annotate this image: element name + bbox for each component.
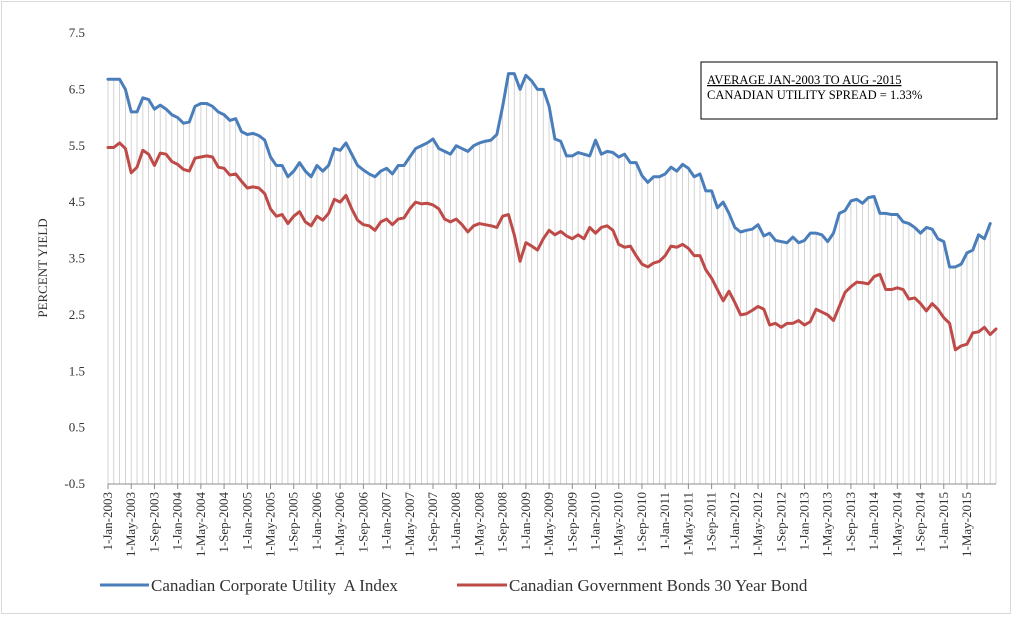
x-tick-label: 1-Jan-2015	[936, 492, 951, 551]
x-tick-label: 1-Jan-2008	[448, 492, 463, 551]
y-tick-label: 4.5	[69, 194, 85, 209]
y-axis-label: PERCENT YIELD	[35, 218, 50, 317]
x-tick-label: 1-Sep-2005	[286, 492, 301, 553]
x-tick-label: 1-May-2010	[611, 492, 626, 557]
x-tick-label: 1-Sep-2008	[495, 492, 510, 553]
series-line-2	[106, 141, 998, 352]
legend-label-series-1: Canadian Corporate Utility A Index	[151, 576, 398, 595]
x-tick-label: 1-May-2012	[750, 492, 765, 557]
x-tick-label: 1-Jan-2011	[657, 492, 672, 550]
x-tick-label: 1-Sep-2003	[146, 492, 161, 553]
x-tick-label: 1-Sep-2009	[564, 492, 579, 553]
x-tick-label: 1-May-2013	[820, 492, 835, 557]
x-axis-ticks: 1-Jan-2003 1-May-2003 1-Sep-2003 1-Jan-2004…	[100, 484, 974, 557]
legend: Canadian Corporate Utility A Index Canad…	[100, 576, 808, 595]
x-tick-label: 1-May-2011	[680, 492, 695, 557]
x-tick-label: 1-Sep-2012	[773, 492, 788, 553]
x-tick-label: 1-May-2008	[471, 492, 486, 557]
legend-label-series-2: Canadian Government Bonds 30 Year Bond	[509, 576, 808, 595]
x-tick-label: 1-May-2006	[332, 492, 347, 557]
annotation-line-1: AVERAGE JAN-2003 TO AUG -2015	[707, 73, 901, 87]
x-tick-label: 1-Sep-2010	[634, 492, 649, 553]
x-tick-label: 1-Sep-2011	[704, 492, 719, 552]
drop-lines	[107, 73, 997, 484]
y-tick-label: 7.5	[69, 25, 85, 40]
y-tick-label: 5.5	[69, 138, 85, 153]
x-tick-label: 1-May-2005	[263, 492, 278, 557]
x-tick-label: 1-May-2004	[193, 492, 208, 557]
x-tick-label: 1-Jan-2003	[100, 492, 115, 551]
y-tick-label: 1.5	[69, 363, 85, 378]
series-line-1	[106, 72, 992, 269]
annotation-line-2: CANADIAN UTILITY SPREAD = 1.33%	[707, 88, 922, 102]
x-tick-label: 1-Sep-2014	[913, 492, 928, 553]
x-tick-label: 1-Sep-2007	[425, 492, 440, 553]
y-tick-label: 0.5	[69, 420, 85, 435]
x-tick-label: 1-Jan-2007	[379, 492, 394, 551]
x-tick-label: 1-May-2003	[123, 492, 138, 557]
x-tick-label: 1-Jan-2014	[866, 492, 881, 551]
x-tick-label: 1-Jan-2005	[239, 492, 254, 551]
y-tick-label: 3.5	[69, 251, 85, 266]
y-tick-label: 6.5	[69, 81, 85, 96]
x-tick-label: 1-Jan-2010	[588, 492, 603, 551]
y-tick-label: -0.5	[64, 476, 85, 491]
x-tick-label: 1-Jan-2009	[518, 492, 533, 551]
x-tick-label: 1-Sep-2013	[843, 492, 858, 553]
x-tick-label: 1-May-2015	[959, 492, 974, 557]
x-tick-label: 1-Jan-2006	[309, 492, 324, 551]
x-tick-label: 1-Jan-2004	[170, 492, 185, 551]
y-axis-ticks: -0.5 0.5 1.5 2.5 3.5 4.5 5.5 6.5 7.5	[64, 25, 85, 491]
y-tick-label: 2.5	[69, 307, 85, 322]
x-tick-label: 1-May-2009	[541, 492, 556, 557]
x-tick-label: 1-May-2014	[889, 492, 904, 557]
x-tick-label: 1-Jan-2012	[727, 492, 742, 551]
series-lines	[106, 72, 998, 352]
x-tick-label: 1-Jan-2013	[796, 492, 811, 551]
x-tick-label: 1-Sep-2006	[355, 492, 370, 553]
x-tick-label: 1-Sep-2004	[216, 492, 231, 553]
annotation-box: AVERAGE JAN-2003 TO AUG -2015 CANADIAN U…	[700, 61, 998, 120]
x-tick-label: 1-May-2007	[402, 492, 417, 557]
